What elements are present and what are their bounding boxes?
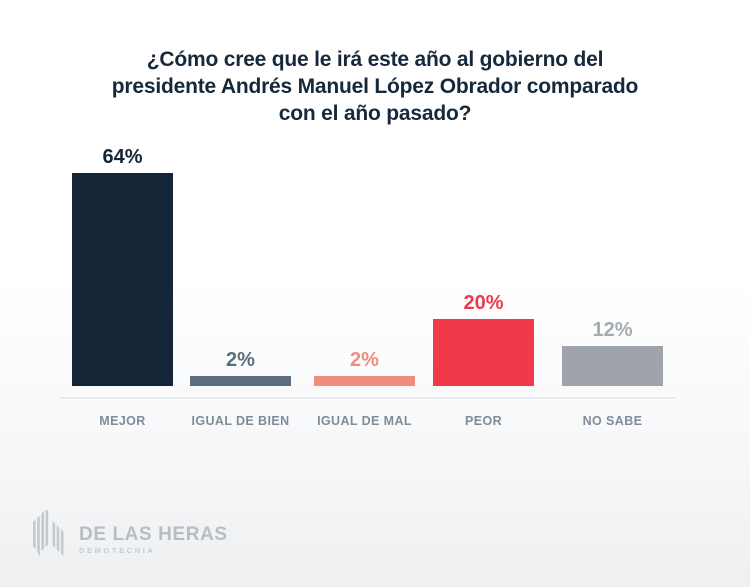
bar-category-label: IGUAL DE BIEN — [191, 414, 290, 428]
title-line-3: con el año pasado? — [278, 102, 472, 125]
x-axis-baseline — [60, 397, 675, 399]
bar-value-label: 12% — [592, 319, 633, 342]
chart-question-title: ¿Cómo cree que le irá este año al gobier… — [0, 46, 750, 127]
bar-category-label: IGUAL DE MAL — [317, 414, 412, 428]
bar-category-label: NO SABE — [582, 414, 643, 428]
bar — [72, 173, 173, 386]
bar-value-label: 2% — [226, 349, 255, 371]
footer-brand: DE LAS HERAS DEMOTECNIA — [33, 508, 228, 558]
de-las-heras-logo-icon — [33, 509, 64, 557]
bar — [190, 376, 291, 386]
bar-value-label: 20% — [463, 292, 504, 315]
title-line-1: ¿Cómo cree que le irá este año al gobier… — [146, 48, 604, 71]
bar — [562, 346, 663, 386]
bar — [433, 319, 534, 386]
bar-column: 20% PEOR — [433, 0, 534, 587]
bar-column: 12% NO SABE — [562, 0, 663, 587]
bar-category-label: PEOR — [464, 414, 503, 428]
bar-category-label: MEJOR — [99, 414, 146, 428]
bar-column: 2% IGUAL DE BIEN — [190, 0, 291, 587]
title-line-2: presidente Andrés Manuel López Obrador c… — [111, 75, 639, 98]
bar-column: 64% MEJOR — [72, 0, 173, 587]
bar-value-label: 64% — [102, 146, 143, 168]
bar-value-label: 2% — [350, 349, 379, 371]
brand-subtitle: DEMOTECNIA — [79, 546, 156, 555]
brand-name: DE LAS HERAS — [79, 524, 228, 545]
footer-brand-text: DE LAS HERAS DEMOTECNIA — [79, 525, 228, 555]
bar-column: 2% IGUAL DE MAL — [314, 0, 415, 587]
bar — [314, 376, 415, 386]
